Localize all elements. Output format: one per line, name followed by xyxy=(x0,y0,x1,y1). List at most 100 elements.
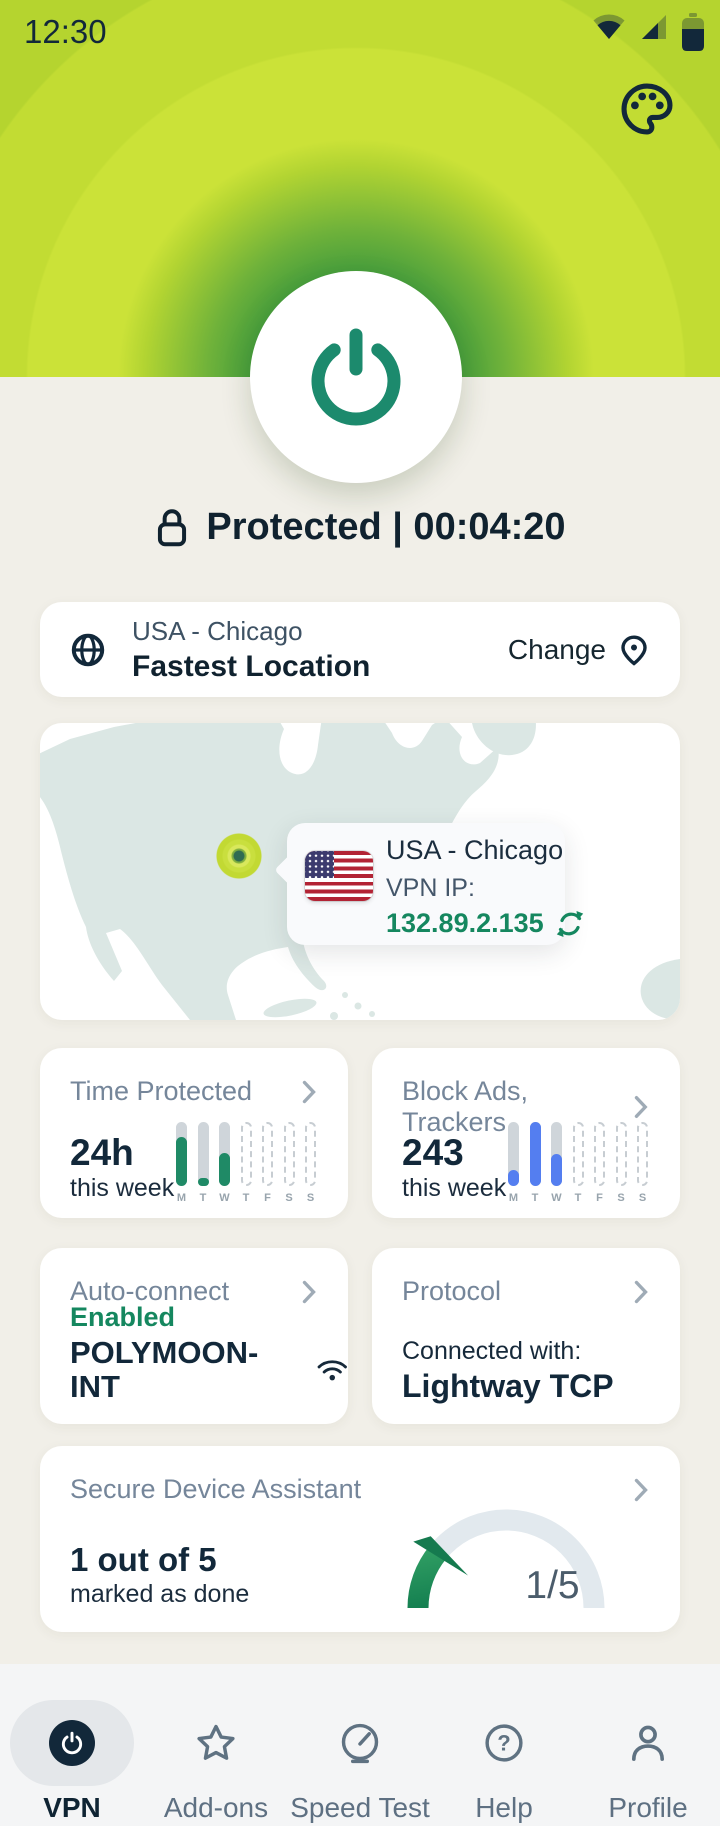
weekday-bar: S xyxy=(637,1122,648,1204)
protocol-value: Lightway TCP xyxy=(402,1368,614,1404)
nav-item-profile[interactable]: Profile xyxy=(576,1664,720,1826)
stat-value: 24h xyxy=(70,1132,134,1173)
weekday-bar: S xyxy=(283,1122,295,1204)
chevron-right-icon xyxy=(634,1280,648,1303)
power-nav-icon xyxy=(61,1731,83,1755)
weekday-bar: S xyxy=(305,1122,316,1204)
vpn-ip-tooltip: USA - Chicago VPN IP: 132.89.2.135 xyxy=(287,823,583,945)
lock-icon xyxy=(158,508,187,546)
weekday-bar: M xyxy=(176,1122,187,1204)
header-radar-background: 12:30 xyxy=(0,0,720,483)
assistant-value: 1 out of 5 xyxy=(70,1541,217,1578)
card-title: Time Protected xyxy=(70,1076,253,1106)
nav-label: VPN xyxy=(43,1792,101,1823)
chevron-right-icon xyxy=(302,1280,316,1303)
auto-connect-status: Enabled POLYMOON-INT xyxy=(70,1302,348,1404)
card-title: Protocol xyxy=(402,1276,502,1306)
theme-palette-button[interactable] xyxy=(618,80,676,138)
change-label: Change xyxy=(507,633,606,665)
weekday-bar: W xyxy=(219,1122,230,1204)
refresh-icon xyxy=(556,910,583,937)
profile-icon xyxy=(631,1725,665,1761)
auto-connect-state: Enabled xyxy=(70,1302,176,1332)
power-icon xyxy=(311,328,401,426)
vpn-ip-label: VPN IP: xyxy=(386,874,475,902)
network-name: POLYMOON-INT xyxy=(70,1335,259,1404)
vpn-ip-value: 132.89.2.135 xyxy=(386,908,544,938)
nav-item-help[interactable]: ? Help xyxy=(432,1664,576,1826)
change-location-button[interactable]: Change xyxy=(508,634,650,666)
weekday-bar: T xyxy=(572,1122,584,1204)
connected-location-dot xyxy=(216,833,262,879)
weekday-bar: T xyxy=(529,1122,541,1204)
speedometer-icon xyxy=(341,1723,379,1764)
flag-canton xyxy=(305,851,334,878)
connection-status-row: Protected | 00:04:20 xyxy=(0,506,720,549)
chevron-right-icon xyxy=(634,1478,648,1501)
cellular-signal-icon xyxy=(642,15,666,39)
nav-label: Profile xyxy=(608,1792,688,1823)
stat-caption: this week xyxy=(70,1174,175,1202)
card-title: Auto-connect xyxy=(70,1276,230,1306)
status-bar: 12:30 xyxy=(0,0,720,54)
protocol-card[interactable]: Protocol Connected with: Lightway TCP xyxy=(372,1248,680,1424)
assistant-caption: marked as done xyxy=(70,1580,250,1608)
protocol-caption: Connected with: xyxy=(402,1337,582,1365)
wifi-icon xyxy=(318,1360,348,1381)
protocol-status: Connected with: Lightway TCP xyxy=(402,1337,614,1404)
chevron-right-icon xyxy=(302,1080,316,1103)
location-card[interactable]: USA - Chicago Fastest Location Change xyxy=(40,602,680,697)
active-nav-pill xyxy=(49,1720,95,1766)
status-icons xyxy=(592,13,704,51)
map-card: USA - Chicago VPN IP: 132.89.2.135 xyxy=(40,723,680,1020)
tooltip-content: USA - Chicago VPN IP: 132.89.2.135 xyxy=(386,835,584,939)
weekday-bar: W xyxy=(551,1122,562,1204)
usa-flag xyxy=(305,851,373,901)
clock: 12:30 xyxy=(24,13,107,50)
bottom-navigation: VPN Add-ons Speed Test xyxy=(0,1664,720,1826)
world-map xyxy=(40,723,680,1020)
nav-label: Help xyxy=(475,1792,533,1823)
location-subtitle: Fastest Location xyxy=(132,649,371,683)
weekday-bar: T xyxy=(240,1122,252,1204)
battery-icon xyxy=(682,13,704,51)
nav-item-add-ons[interactable]: Add-ons xyxy=(144,1664,288,1826)
weekday-bar: T xyxy=(197,1122,209,1204)
nav-item-vpn[interactable]: VPN xyxy=(0,1664,144,1826)
chevron-right-icon xyxy=(635,1096,648,1118)
nav-label: Add-ons xyxy=(163,1792,269,1823)
nav-item-speed-test[interactable]: Speed Test xyxy=(288,1664,432,1826)
globe-icon xyxy=(71,633,105,666)
stat-summary: 24h this week xyxy=(70,1133,174,1202)
card-title: Secure Device Assistant xyxy=(70,1474,362,1504)
location-pin-icon xyxy=(621,634,647,666)
help-icon: ? xyxy=(485,1724,523,1762)
weekday-bar: S xyxy=(615,1122,627,1204)
svg-text:?: ? xyxy=(497,1731,510,1756)
star-icon xyxy=(197,1724,235,1760)
refresh-ip-button[interactable] xyxy=(556,910,584,938)
auto-connect-card[interactable]: Auto-connect Enabled POLYMOON-INT xyxy=(40,1248,348,1424)
gauge-label: 1/5 xyxy=(525,1564,580,1607)
stat-value: 243 xyxy=(402,1132,464,1173)
stat-caption: this week xyxy=(402,1174,507,1202)
tooltip-location: USA - Chicago xyxy=(386,835,564,865)
weekday-bar: F xyxy=(594,1122,605,1204)
secure-device-assistant-card[interactable]: Secure Device Assistant 1 out of 5 marke… xyxy=(40,1446,680,1632)
location-name: USA - Chicago xyxy=(132,615,303,646)
current-location: USA - Chicago Fastest Location xyxy=(132,616,370,684)
power-button[interactable] xyxy=(250,271,462,483)
palette-icon xyxy=(621,83,673,135)
nav-label: Speed Test xyxy=(290,1792,430,1823)
progress-gauge xyxy=(407,1509,605,1609)
stat-summary: 243 this week xyxy=(402,1133,506,1202)
weekday-bar: M xyxy=(508,1122,519,1204)
card-title: Block Ads, Trackers xyxy=(402,1076,529,1137)
status-text: Protected | 00:04:20 xyxy=(206,506,566,548)
weekday-bar: F xyxy=(262,1122,273,1204)
